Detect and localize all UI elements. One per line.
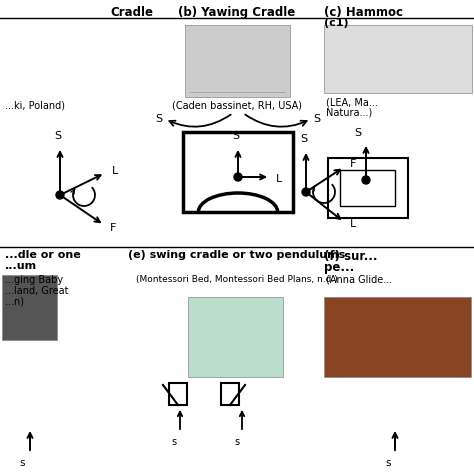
FancyBboxPatch shape [324,25,472,93]
Text: Cradle: Cradle [110,6,153,19]
Text: L: L [350,219,356,229]
Text: L: L [112,166,118,176]
Text: ...n): ...n) [5,297,24,307]
Text: (Caden bassinet, RH, USA): (Caden bassinet, RH, USA) [172,100,302,110]
Text: (LEA, Ma...: (LEA, Ma... [326,97,378,107]
FancyBboxPatch shape [324,297,471,377]
Text: ...land, Great: ...land, Great [5,286,69,296]
FancyBboxPatch shape [185,25,290,97]
Bar [340,170,395,206]
Bar [169,383,187,405]
Text: S: S [313,114,320,124]
Text: (c1): (c1) [324,18,348,28]
Text: ...um: ...um [5,261,37,271]
Text: s: s [19,458,25,468]
Text: S: S [355,128,362,138]
Text: (f) sur...: (f) sur... [324,250,377,263]
Circle shape [302,188,310,196]
FancyBboxPatch shape [2,275,57,340]
Bar [221,383,239,405]
Circle shape [362,176,370,184]
Text: ...ging Baby: ...ging Baby [5,275,63,285]
Text: ...ki, Poland): ...ki, Poland) [5,100,65,110]
Bar [328,158,408,218]
Text: ...dle or one: ...dle or one [5,250,81,260]
Text: s: s [385,458,391,468]
Text: (Anna Glide...: (Anna Glide... [326,275,392,285]
Text: S: S [155,114,163,124]
Circle shape [234,173,242,181]
Text: s: s [235,437,239,447]
Circle shape [56,191,64,199]
Text: (Montessori Bed, Montessori Bed Plans, n.d.): (Montessori Bed, Montessori Bed Plans, n… [136,275,338,284]
Text: F: F [110,223,117,233]
Text: pe...: pe... [324,261,354,274]
Text: F: F [350,159,356,169]
Text: S: S [232,131,239,141]
Text: s: s [172,437,176,447]
Text: (c) Hammoc: (c) Hammoc [324,6,403,19]
Text: (e) swing cradle or two pendulums: (e) swing cradle or two pendulums [128,250,346,260]
Text: Natura...): Natura...) [326,107,372,117]
Text: S: S [55,131,62,141]
Text: (b) Yawing Cradle: (b) Yawing Cradle [178,6,296,19]
Text: L: L [276,174,282,184]
FancyBboxPatch shape [188,297,283,377]
Text: S: S [301,134,308,144]
Bar [183,132,293,212]
